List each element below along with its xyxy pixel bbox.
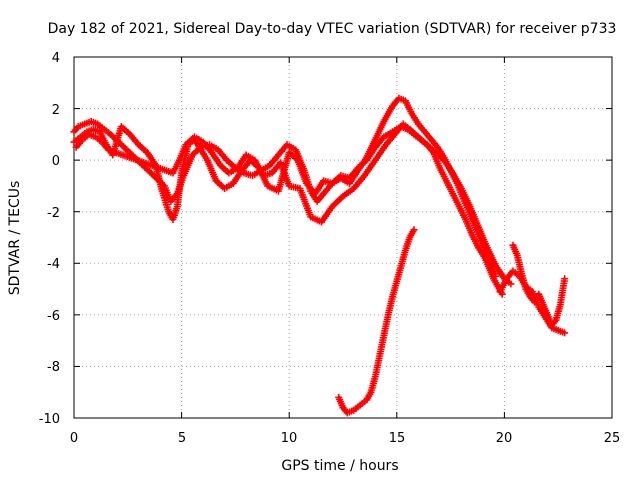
y-tick-label: -2 [47,206,60,221]
data-point [492,272,500,280]
chart-title: Day 182 of 2021, Sidereal Day-to-day VTE… [48,21,617,37]
y-tick-label: 2 [52,103,60,118]
y-tick-label: -8 [47,360,60,375]
x-tick-label: 10 [281,431,298,446]
y-axis-label: SDTVAR / TECUs [7,181,23,296]
x-tick-label: 5 [178,431,186,446]
y-tick-label: -4 [47,257,60,272]
y-tick-labels: 4 2 0 -2 -4 -6 -8 -10 [39,51,60,427]
x-tick-label: 20 [496,431,513,446]
plot-frame [73,56,613,419]
data-marks [70,94,569,417]
axis-ticks [73,56,613,419]
x-tick-label: 25 [604,431,621,446]
data-point [507,280,515,288]
y-tick-label: -10 [39,412,60,427]
data-point [410,226,418,234]
y-tick-label: 0 [52,154,60,169]
y-tick-label: -6 [47,309,60,324]
grid [74,57,612,418]
data-point [561,329,569,337]
data-point [561,275,569,283]
y-tick-label: 4 [52,51,60,66]
x-tick-labels: 0 5 10 15 20 25 [70,431,620,446]
x-tick-label: 0 [70,431,78,446]
x-tick-label: 15 [389,431,406,446]
x-axis-label: GPS time / hours [281,458,398,474]
